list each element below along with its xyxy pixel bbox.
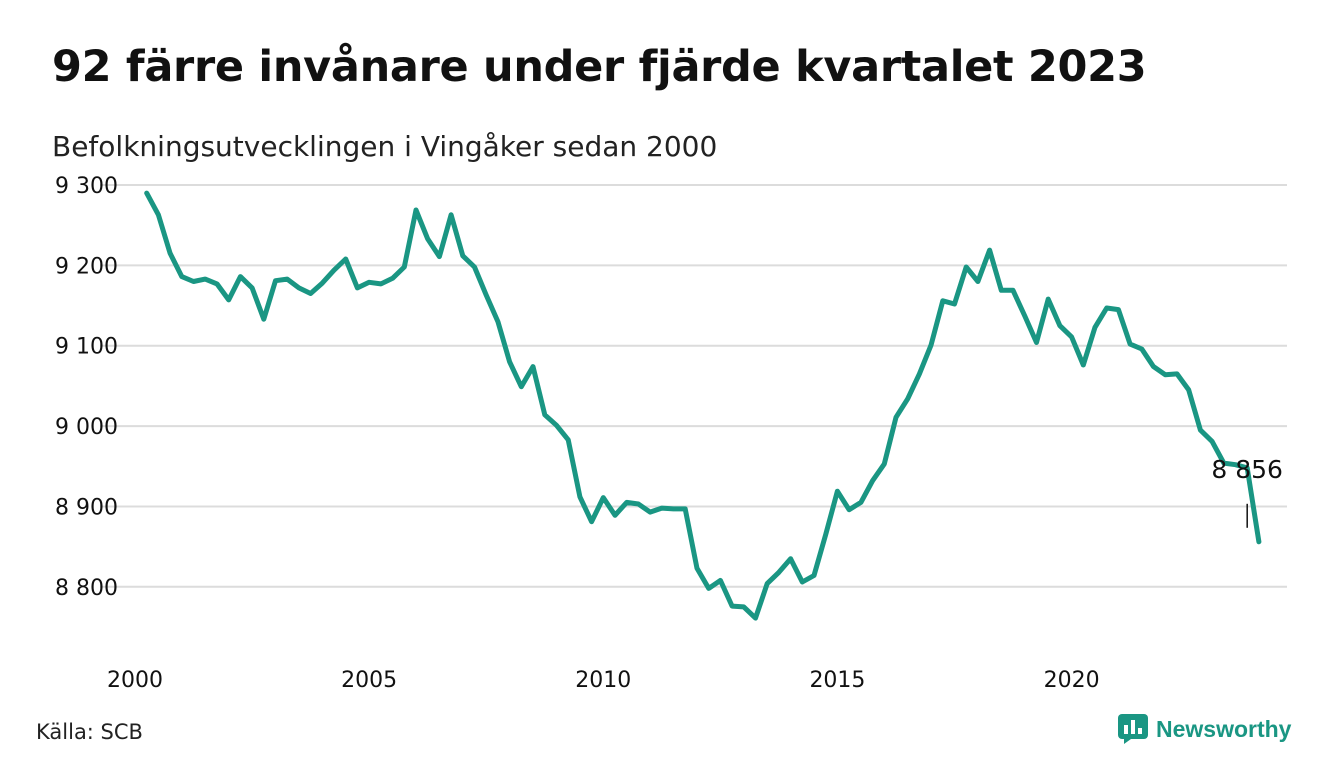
y-tick-label: 8 800 — [55, 576, 118, 601]
x-tick-label: 2010 — [575, 668, 631, 693]
y-tick-label: 9 000 — [55, 415, 118, 440]
chart-title: 92 färre invånare under fjärde kvartalet… — [52, 42, 1147, 92]
x-tick-label: 2005 — [341, 668, 397, 693]
brand-logo[interactable]: Newsworthy — [1118, 714, 1291, 744]
y-tick-label: 9 100 — [55, 335, 118, 360]
x-tick-label: 2015 — [809, 668, 865, 693]
y-tick-label: 9 300 — [55, 174, 118, 199]
x-tick-label: 2020 — [1044, 668, 1100, 693]
line-chart: 8 800 8 900 9 000 9 100 9 200 9 300 2000 2005 20… — [55, 174, 1287, 693]
source-note: Källa: SCB — [36, 720, 143, 744]
y-tick-label: 9 200 — [55, 254, 118, 279]
y-tick-label: 8 900 — [55, 495, 118, 520]
brand-name: Newsworthy — [1156, 715, 1292, 742]
x-tick-label: 2000 — [107, 668, 163, 693]
population-line — [144, 190, 1262, 621]
annotation-label: 8 856 — [1211, 455, 1283, 484]
chart-subtitle: Befolkningsutvecklingen i Vingåker sedan… — [52, 130, 718, 163]
bar-chart-logo-icon — [1118, 714, 1148, 744]
